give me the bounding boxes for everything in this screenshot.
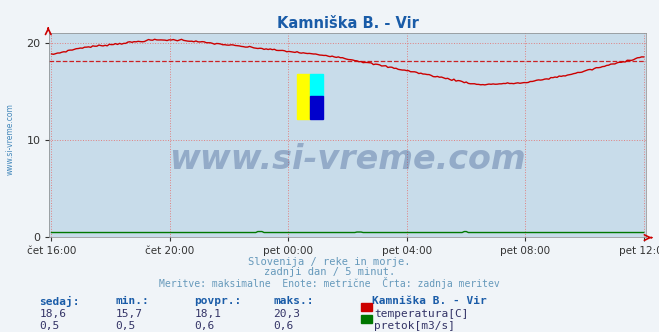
- Bar: [310, 74, 323, 97]
- Text: zadnji dan / 5 minut.: zadnji dan / 5 minut.: [264, 267, 395, 277]
- Text: 15,7: 15,7: [115, 309, 142, 319]
- Text: temperatura[C]: temperatura[C]: [374, 309, 469, 319]
- Text: sedaj:: sedaj:: [40, 296, 80, 307]
- Bar: [297, 74, 310, 119]
- Text: 0,6: 0,6: [273, 321, 294, 331]
- Text: Meritve: maksimalne  Enote: metrične  Črta: zadnja meritev: Meritve: maksimalne Enote: metrične Črta…: [159, 277, 500, 289]
- Text: 0,5: 0,5: [115, 321, 136, 331]
- Text: pretok[m3/s]: pretok[m3/s]: [374, 321, 455, 331]
- Text: 18,1: 18,1: [194, 309, 221, 319]
- Text: www.si-vreme.com: www.si-vreme.com: [5, 104, 14, 175]
- Text: Slovenija / reke in morje.: Slovenija / reke in morje.: [248, 257, 411, 267]
- Text: 20,3: 20,3: [273, 309, 301, 319]
- Text: 0,5: 0,5: [40, 321, 60, 331]
- Text: 18,6: 18,6: [40, 309, 67, 319]
- Text: maks.:: maks.:: [273, 296, 314, 306]
- Text: povpr.:: povpr.:: [194, 296, 242, 306]
- Bar: [310, 97, 323, 119]
- Title: Kamniška B. - Vir: Kamniška B. - Vir: [277, 16, 418, 31]
- Text: min.:: min.:: [115, 296, 149, 306]
- Text: 0,6: 0,6: [194, 321, 215, 331]
- Text: Kamniška B. - Vir: Kamniška B. - Vir: [372, 296, 487, 306]
- Text: www.si-vreme.com: www.si-vreme.com: [169, 143, 526, 176]
